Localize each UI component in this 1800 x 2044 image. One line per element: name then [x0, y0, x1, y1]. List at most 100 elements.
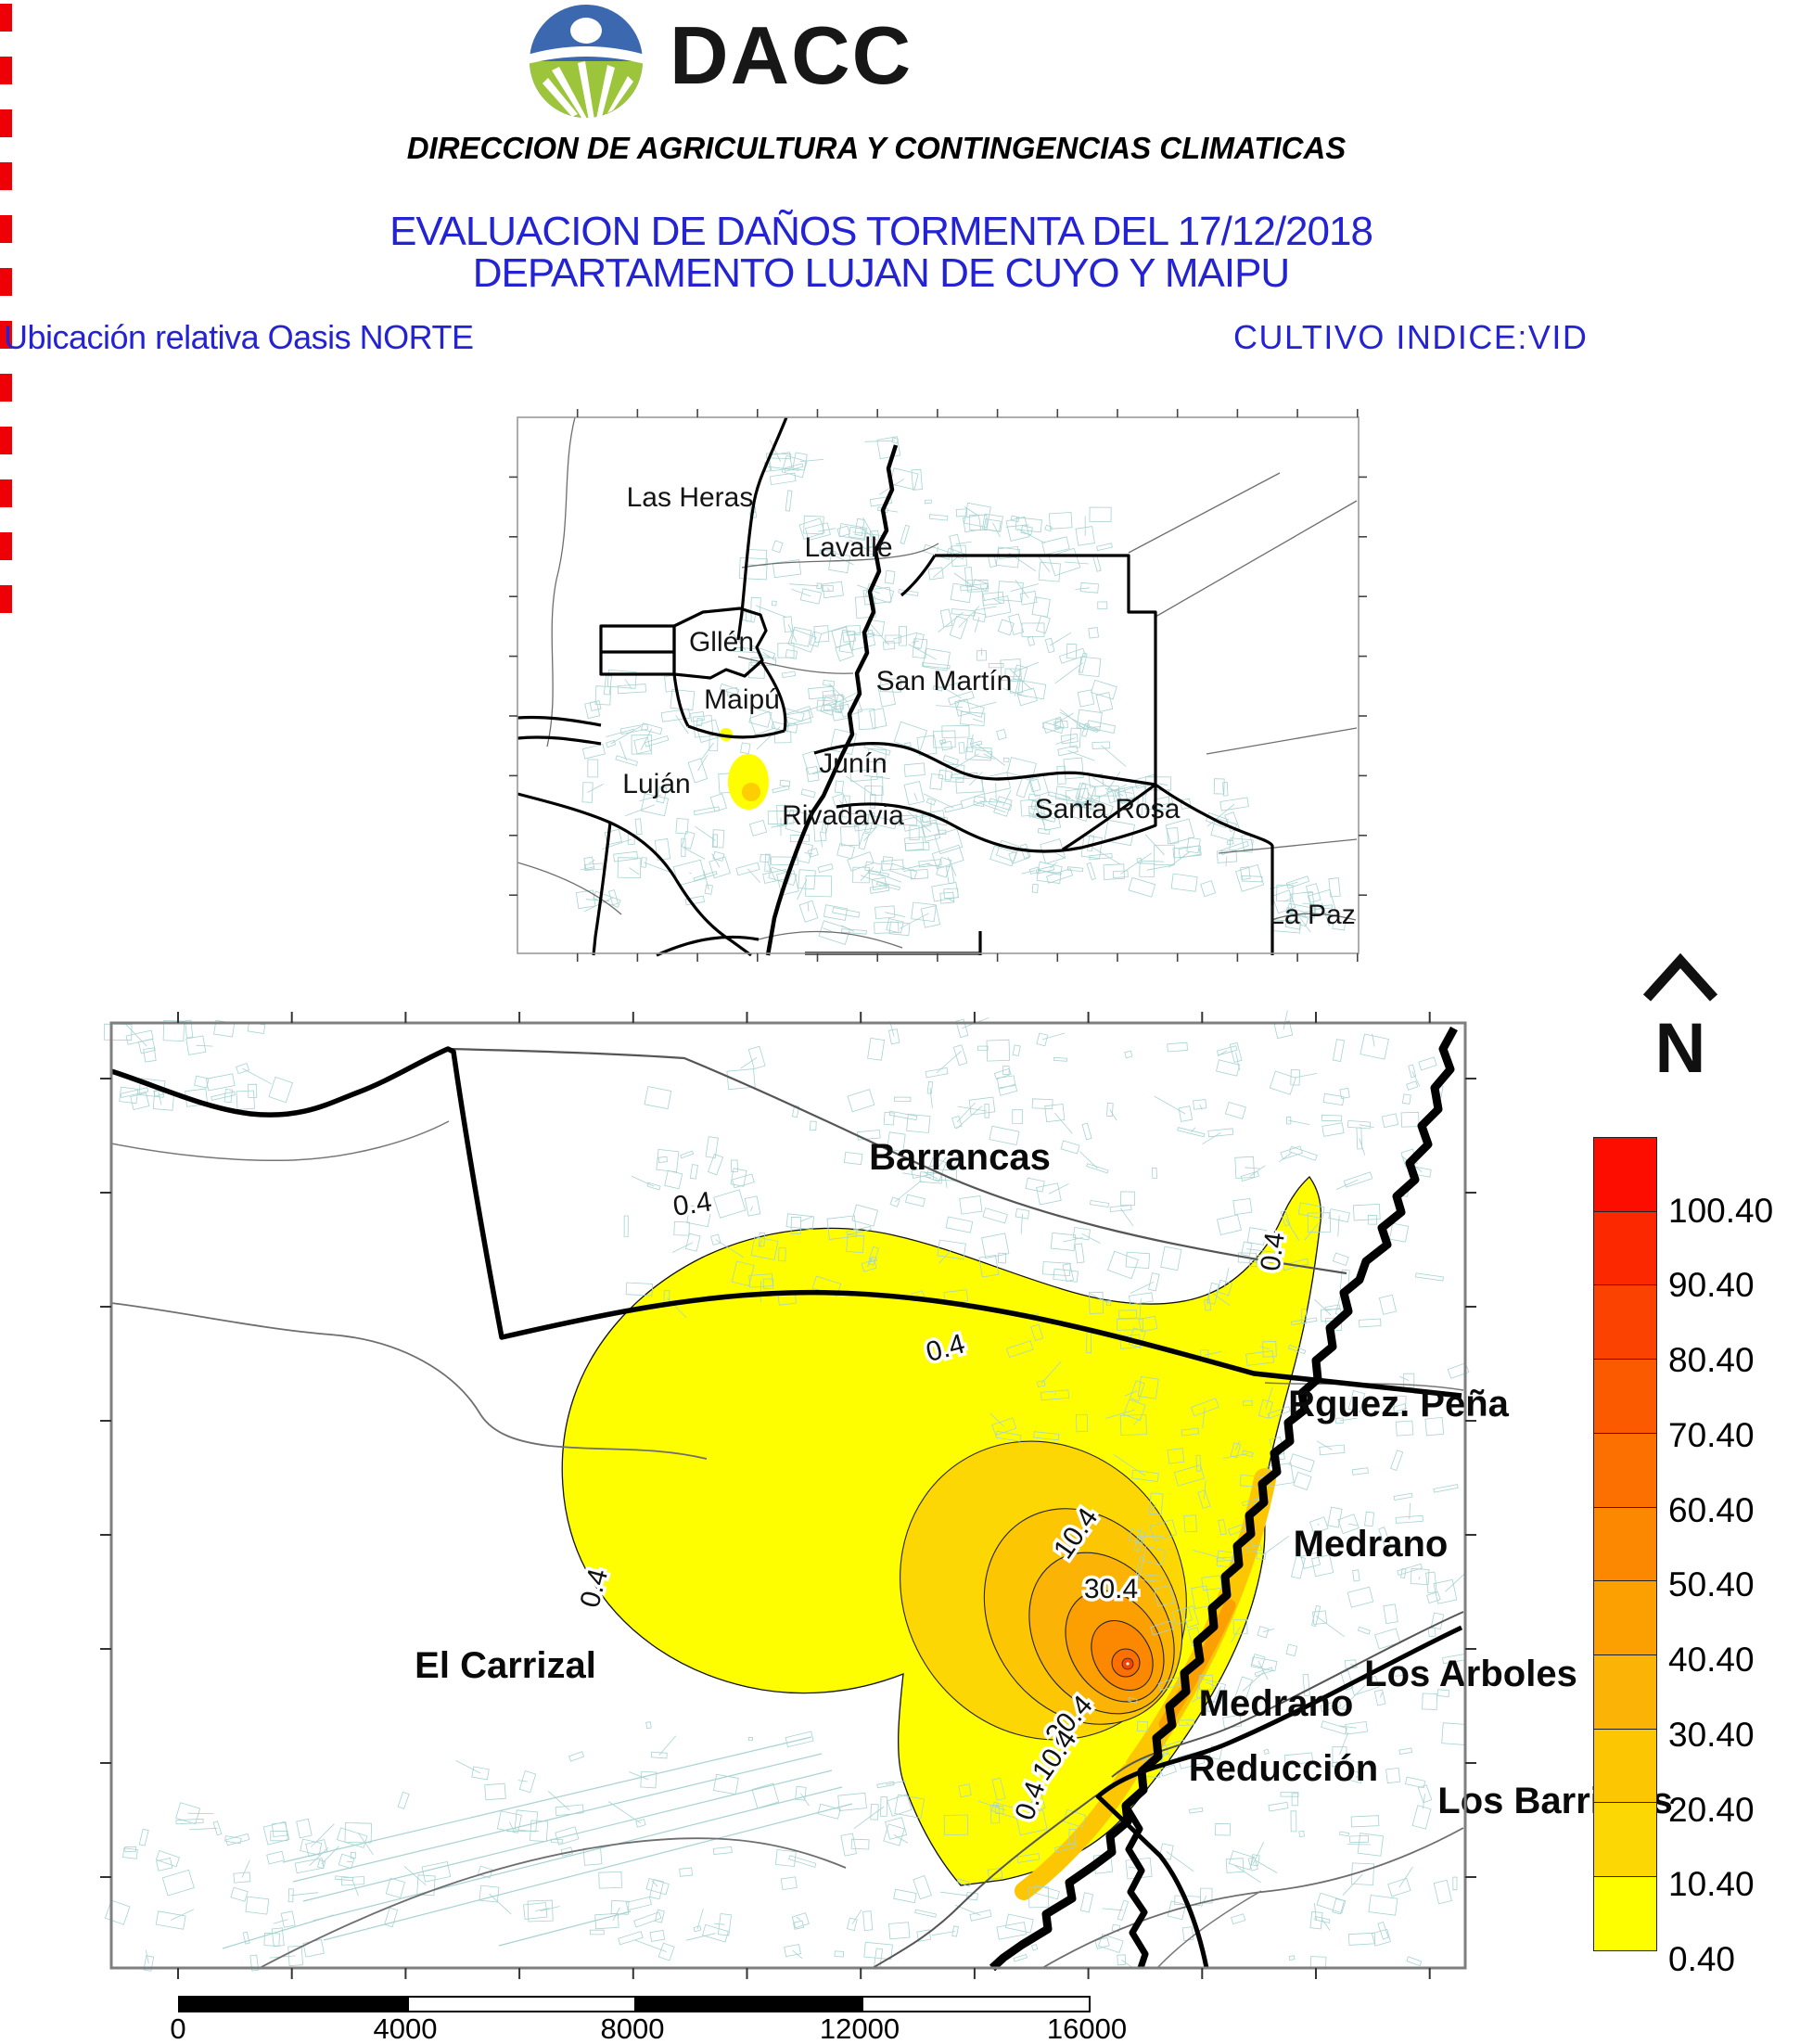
- district-label-santa-rosa: Santa Rosa: [1035, 794, 1181, 824]
- red-edge-mark: [0, 215, 12, 243]
- legend-color-box: [1593, 1728, 1657, 1804]
- legend-color-box: [1593, 1359, 1657, 1434]
- north-arrow-chevron-icon: [1642, 952, 1718, 1002]
- legend-value: 10.40: [1668, 1865, 1755, 1904]
- legend-value: 0.40: [1668, 1939, 1736, 1978]
- detail-map-ticks: [100, 1012, 1476, 1979]
- district-label-maipu: Maipú: [704, 684, 780, 715]
- district-label-la-paz: La Paz: [1269, 900, 1355, 930]
- red-edge-mark: [0, 162, 12, 190]
- logo-acronym: DACC: [670, 9, 913, 101]
- overview-dept-boundaries: [517, 416, 1274, 957]
- dacc-logo-icon: [524, 5, 648, 121]
- contour-core-dot: [1126, 1662, 1130, 1666]
- detail-river: [989, 1026, 1458, 1972]
- north-arrow-letter: N: [1654, 1009, 1706, 1088]
- logo-sun: [570, 18, 602, 44]
- place-label-medrano-north: Medrano: [1294, 1524, 1449, 1565]
- legend-color-box: [1593, 1137, 1657, 1212]
- scale-segment: [180, 1998, 407, 2011]
- legend-color-box: [1593, 1432, 1657, 1508]
- report-title: EVALUACION DE DAÑOS TORMENTA DEL 17/12/2…: [232, 211, 1530, 295]
- legend-color-box: [1593, 1654, 1657, 1730]
- scale-segment: [634, 1998, 862, 2011]
- scale-segment: [862, 1998, 1089, 2011]
- legend-value: 40.40: [1668, 1640, 1755, 1679]
- scale-segment: [407, 1998, 634, 2011]
- overview-district-labels: Las Heras Lavalle Gllén Maipú San Martín…: [622, 482, 1355, 930]
- district-label-san-martin: San Martín: [876, 666, 1013, 696]
- detail-river-branch: [1122, 1804, 1149, 1970]
- district-label-lujan: Luján: [622, 769, 690, 799]
- subtitle-crop-index: CULTIVO INDICE:VID: [1233, 318, 1589, 356]
- red-edge-mark: [0, 4, 12, 32]
- logo-swoosh: [524, 46, 648, 65]
- logo-rays: [543, 61, 633, 121]
- district-label-las-heras: Las Heras: [627, 482, 754, 513]
- legend-labels: 100.40 90.40 80.40 70.40 60.40 50.40 40.40 30.4…: [1668, 1138, 1798, 1978]
- place-label-los-arboles: Los Arboles: [1364, 1654, 1577, 1694]
- scale-bar-labels: 0 4000 8000 12000 16000: [170, 2012, 1127, 2044]
- title-line-2: DEPARTAMENTO LUJAN DE CUYO Y MAIPU: [472, 249, 1290, 296]
- district-label-gllen: Gllén: [689, 627, 754, 658]
- title-line-1: EVALUACION DE DAÑOS TORMENTA DEL 17/12/2…: [389, 209, 1373, 254]
- red-edge-mark: [0, 268, 12, 296]
- map-scale-bar: [178, 1996, 1091, 2012]
- scale-label: 12000: [819, 2012, 900, 2044]
- contour-label-0-4-strip: 0.4: [1255, 1231, 1290, 1273]
- overview-river: [765, 444, 899, 956]
- district-label-lavalle: Lavalle: [804, 532, 892, 563]
- legend-value: 20.40: [1668, 1790, 1755, 1829]
- legend-value: 70.40: [1668, 1415, 1755, 1454]
- red-edge-mark: [0, 321, 12, 349]
- overview-map: Las Heras Lavalle Gllén Maipú San Martín…: [509, 409, 1367, 962]
- place-label-medrano-south: Medrano: [1199, 1683, 1354, 1724]
- district-label-rivadavia: Rivadavia: [782, 800, 904, 831]
- contour-label-30-4: 30.4: [1084, 1574, 1138, 1604]
- scale-label: 8000: [600, 2012, 665, 2044]
- north-arrow: N: [1636, 952, 1725, 1088]
- red-edge-mark: [0, 532, 12, 560]
- overview-damage-spot: [720, 728, 769, 810]
- contour-label-0-4-top: 0.4: [671, 1186, 714, 1221]
- place-label-barrancas: Barrancas: [869, 1137, 1051, 1178]
- legend-color-box: [1593, 1284, 1657, 1361]
- red-edge-mark: [0, 57, 12, 84]
- district-label-junin: Junín: [819, 748, 887, 779]
- damage-contours: [561, 1176, 1322, 1900]
- red-edge-mark: [0, 585, 12, 613]
- overview-map-ticks: [509, 409, 1367, 962]
- overview-roads: [517, 416, 1358, 949]
- red-edge-mark: [0, 374, 12, 402]
- scale-label: 0: [170, 2012, 186, 2044]
- legend-value: 30.40: [1668, 1715, 1755, 1754]
- place-label-el-carrizal: El Carrizal: [415, 1645, 596, 1686]
- place-label-rguez-pena: Rguez. Peña: [1288, 1384, 1510, 1424]
- legend-color-box: [1593, 1802, 1657, 1878]
- place-label-reduccion: Reducción: [1189, 1748, 1378, 1789]
- legend-value: 60.40: [1668, 1490, 1755, 1529]
- detail-map: 0.4 0.4 0.4 0.4 10.4 30.4 20.4 10.4 0.4 …: [100, 1010, 1673, 1979]
- scale-label: 16000: [1046, 2012, 1128, 2044]
- org-name: DIRECCION DE AGRICULTURA Y CONTINGENCIAS…: [406, 131, 1347, 165]
- detail-parcel-mesh: [103, 1010, 1470, 1972]
- legend-colorbar: [1593, 1137, 1657, 1951]
- legend-color-box: [1593, 1506, 1657, 1582]
- detail-dept-boundaries: [110, 1046, 1463, 1969]
- scale-label: 4000: [373, 2012, 438, 2044]
- subtitle-location: Ubicación relativa Oasis NORTE: [4, 318, 474, 356]
- detail-vine-rows: [222, 1736, 853, 1949]
- red-edge-mark: [0, 109, 12, 137]
- legend-color-box: [1593, 1876, 1657, 1951]
- red-edge-mark: [0, 427, 12, 454]
- legend-value: 50.40: [1668, 1565, 1755, 1604]
- detail-map-border: [109, 1021, 1467, 1970]
- legend-value: 80.40: [1668, 1341, 1755, 1380]
- contour-band-gold-south: [1015, 1763, 1139, 1900]
- legend-value: 90.40: [1668, 1266, 1755, 1305]
- detail-roads: [110, 1047, 1464, 1969]
- legend-color-box: [1593, 1580, 1657, 1656]
- legend-color-box: [1593, 1210, 1657, 1286]
- red-edge-mark: [0, 479, 12, 507]
